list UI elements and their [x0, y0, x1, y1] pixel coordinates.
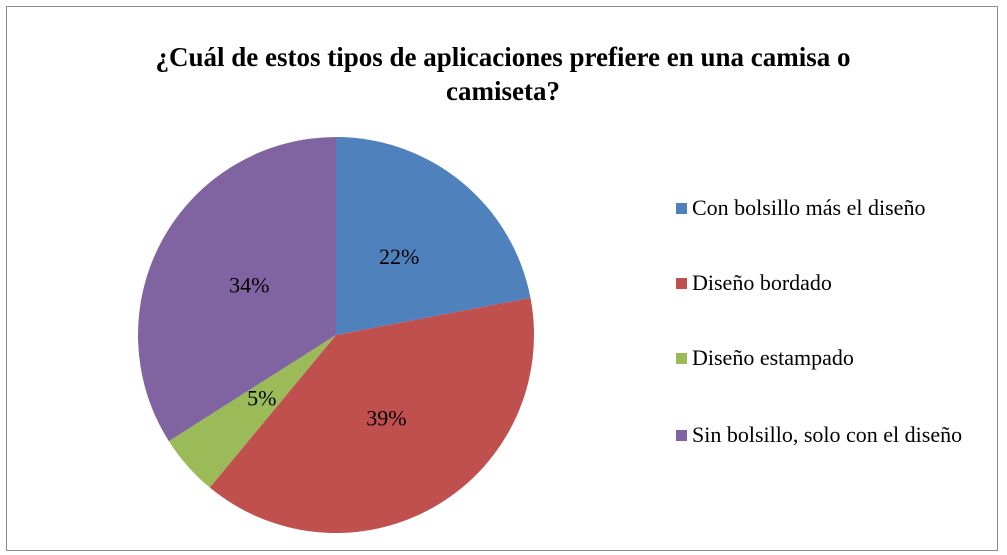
pie-slice — [168, 335, 336, 488]
legend-label: Diseño bordado — [692, 270, 832, 295]
legend-swatch — [676, 203, 687, 214]
legend-label: Diseño estampado — [692, 345, 854, 370]
chart-frame — [6, 6, 998, 551]
data-label: 5% — [247, 386, 276, 411]
data-label: 34% — [229, 272, 269, 297]
pie-slice — [336, 137, 531, 335]
pie-slice — [138, 137, 336, 442]
legend-swatch — [676, 278, 687, 289]
legend-item: Sin bolsillo, solo con el diseño — [676, 420, 996, 450]
legend-item: Diseño estampado — [676, 343, 996, 373]
data-label: 22% — [379, 244, 419, 269]
legend-label: Sin bolsillo, solo con el diseño — [692, 422, 963, 447]
legend-swatch — [676, 430, 687, 441]
legend-swatch — [676, 353, 687, 364]
pie-slice — [209, 297, 534, 533]
legend-item: Diseño bordado — [676, 268, 996, 298]
legend-item: Con bolsillo más el diseño — [676, 193, 996, 223]
legend-label: Con bolsillo más el diseño — [692, 195, 926, 220]
data-label: 39% — [366, 405, 406, 430]
chart-title: ¿Cuál de estos tipos de aplicaciones pre… — [155, 42, 851, 106]
